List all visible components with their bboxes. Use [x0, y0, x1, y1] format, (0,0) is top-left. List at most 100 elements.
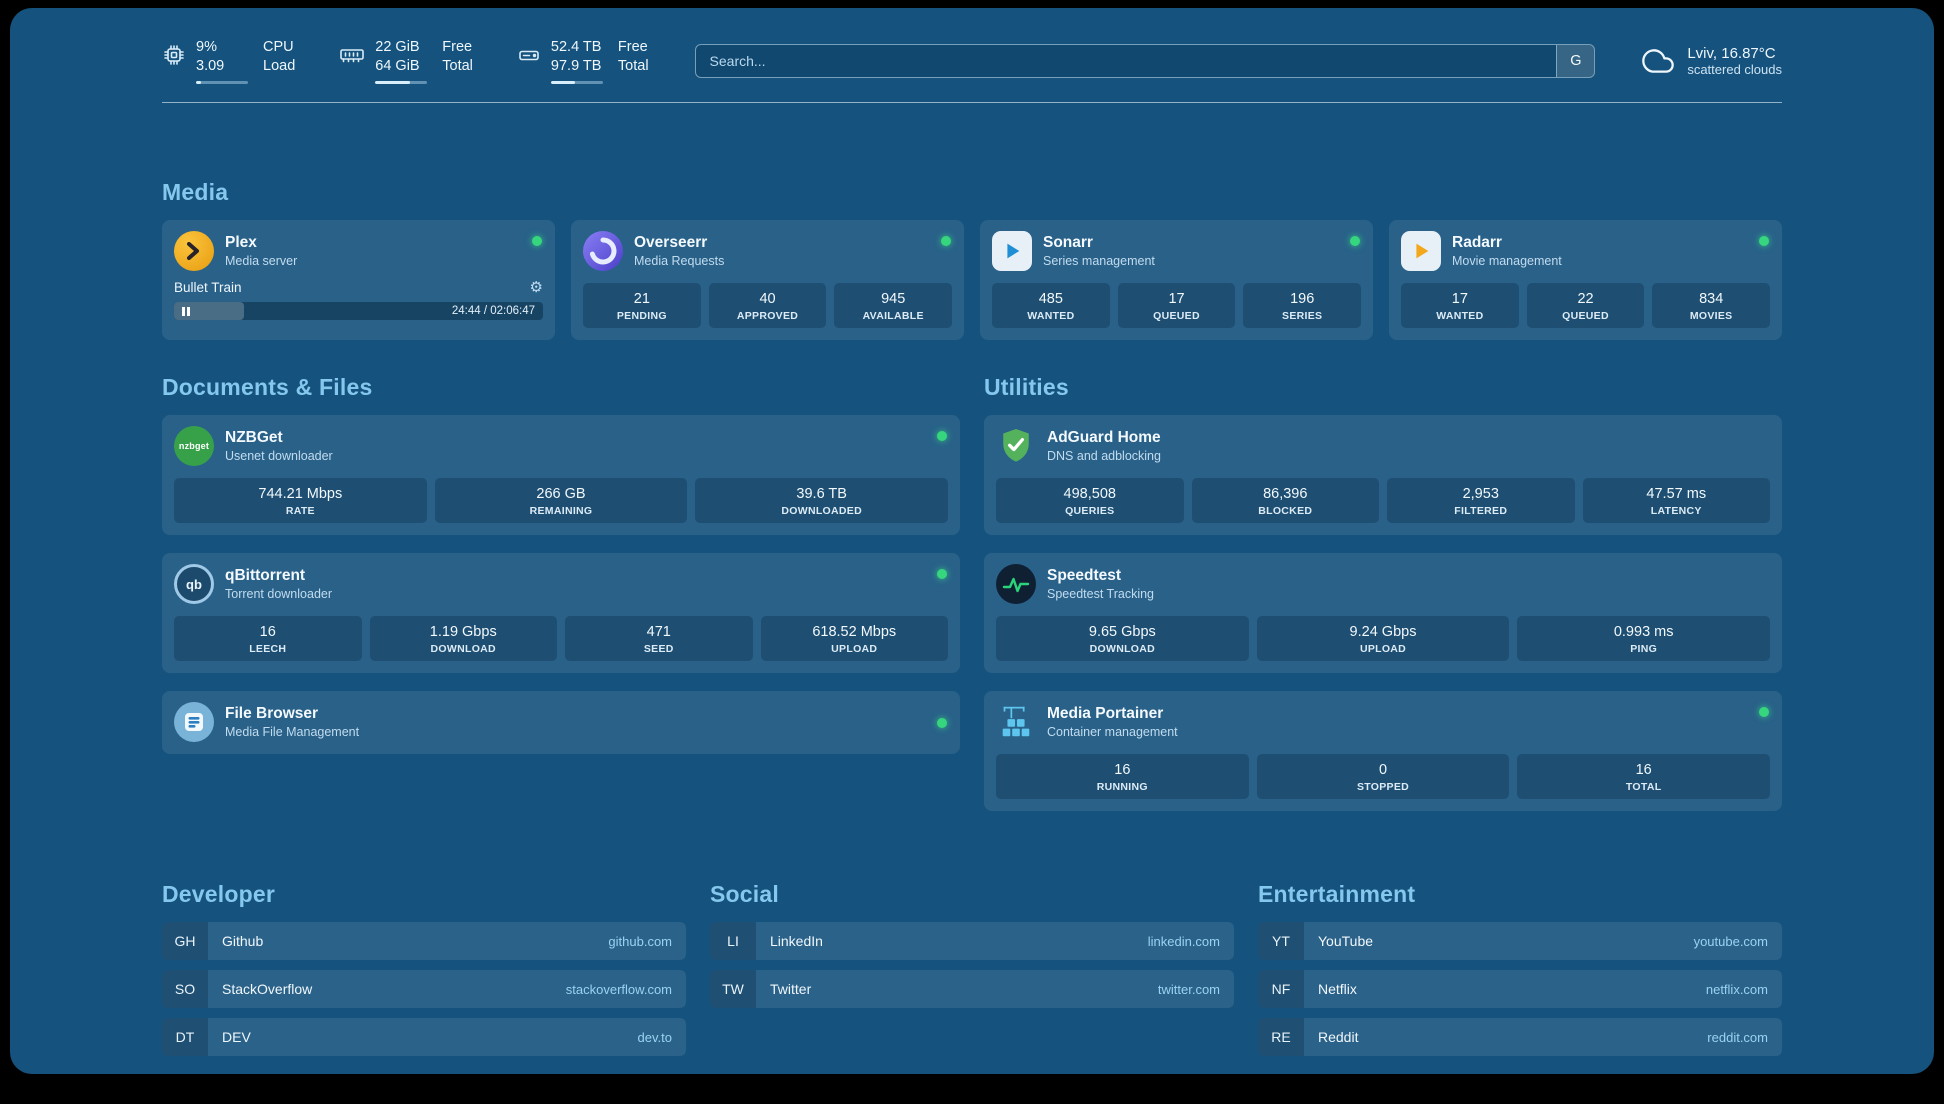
stat-available: 945 AVAILABLE [834, 283, 953, 328]
qbittorrent-icon: qb [174, 564, 214, 604]
disk-total-value: 97.9 TB [550, 58, 602, 74]
system-widgets: 9% 3.09 CPU Load [162, 38, 649, 84]
status-dot [941, 236, 951, 246]
status-dot [1759, 707, 1769, 717]
stat-wanted: 17 WANTED [1401, 283, 1519, 328]
dashboard: 9% 3.09 CPU Load [10, 8, 1934, 1074]
speedtest-icon [996, 564, 1036, 604]
bookmark-youtube[interactable]: YT YouTube youtube.com [1258, 922, 1782, 960]
bookmark-stackoverflow[interactable]: SO StackOverflow stackoverflow.com [162, 970, 686, 1008]
memory-icon [340, 49, 365, 63]
cpu-label: CPU [263, 39, 294, 55]
weather-condition: scattered clouds [1687, 62, 1782, 77]
stat-download: 9.65 Gbps DOWNLOAD [996, 616, 1249, 661]
filebrowser-icon [174, 702, 214, 742]
stat-running: 16 RUNNING [996, 754, 1249, 799]
service-card-portainer: Media Portainer Container management 16 R… [984, 691, 1782, 811]
service-desc: Container management [1047, 725, 1178, 739]
playback-time: 24:44 / 02:06:47 [451, 305, 535, 317]
cpu-usage-value: 9% [196, 39, 217, 55]
service-link-plex[interactable]: Plex Media server [174, 231, 543, 271]
service-link-qbittorrent[interactable]: qb qBittorrent Torrent downloader [174, 564, 948, 604]
service-name: NZBGet [225, 429, 283, 446]
status-dot [1350, 236, 1360, 246]
portainer-icon [996, 702, 1036, 742]
service-name: Media Portainer [1047, 705, 1164, 722]
disk-free-label: Free [617, 39, 648, 55]
search-provider-button[interactable]: G [1556, 45, 1595, 77]
service-desc: Usenet downloader [225, 449, 333, 463]
stat-filtered: 2,953 FILTERED [1387, 478, 1575, 523]
service-desc: Media Requests [634, 254, 725, 268]
sonarr-icon [992, 231, 1032, 271]
adguard-icon [996, 426, 1036, 466]
stat-latency: 47.57 ms LATENCY [1582, 478, 1770, 523]
service-name: Overseerr [634, 234, 708, 251]
stat-leech: 16 LEECH [174, 616, 362, 661]
cloud-icon [1642, 49, 1675, 73]
service-link-speedtest[interactable]: Speedtest Speedtest Tracking [996, 564, 1770, 604]
radarr-icon [1401, 231, 1441, 271]
service-desc: Media server [225, 254, 298, 268]
stat-total: 16 TOTAL [1517, 754, 1771, 799]
stat-upload: 9.24 Gbps UPLOAD [1256, 616, 1510, 661]
service-name: qBittorrent [225, 567, 306, 584]
service-card-sonarr: Sonarr Series management 485 WANTED 17 QUE… [980, 220, 1373, 340]
stat-approved: 40 APPROVED [708, 283, 827, 328]
stat-seed: 471 SEED [565, 616, 753, 661]
bookmark-netflix[interactable]: NF Netflix netflix.com [1258, 970, 1782, 1008]
gear-icon[interactable]: ⚙ [529, 279, 543, 296]
status-dot [937, 717, 947, 728]
stat-queries: 498,508 QUERIES [996, 478, 1184, 523]
now-playing-title: Bullet Train [174, 280, 242, 295]
service-link-sonarr[interactable]: Sonarr Series management [992, 231, 1361, 271]
stat-pending: 21 PENDING [583, 283, 701, 328]
bookmarks-entertainment: Entertainment YT YouTube youtube.com NF … [1258, 881, 1782, 1056]
search-bar: G [694, 44, 1596, 78]
bookmarks-social: Social LI LinkedIn linkedin.com TW Twitt… [710, 881, 1234, 1056]
bookmark-reddit[interactable]: RE Reddit reddit.com [1258, 1018, 1782, 1056]
service-name: Radarr [1452, 234, 1502, 251]
bookmark-twitter[interactable]: TW Twitter twitter.com [710, 970, 1234, 1008]
overseerr-icon [583, 231, 623, 271]
service-name: File Browser [225, 705, 319, 722]
service-link-overseerr[interactable]: Overseerr Media Requests [583, 231, 952, 271]
cpu-load-value: 3.09 [196, 58, 225, 74]
developer-title: Developer [162, 881, 276, 907]
stat-movies: 834 MOVIES [1652, 283, 1771, 328]
pause-icon[interactable] [182, 306, 190, 316]
service-card-radarr: Radarr Movie management 17 WANTED 22 QUEUE… [1389, 220, 1782, 340]
bookmark-linkedin[interactable]: LI LinkedIn linkedin.com [710, 922, 1234, 960]
cpu-progress-bar [196, 81, 248, 84]
disk-widget: 52.4 TB 97.9 TB Free Total [517, 38, 649, 84]
cpu-widget: 9% 3.09 CPU Load [162, 38, 295, 84]
stat-remaining: 266 GB REMAINING [434, 478, 688, 523]
service-desc: Media File Management [225, 725, 360, 739]
stat-series: 196 SERIES [1243, 283, 1362, 328]
service-card-filebrowser: File Browser Media File Management [162, 691, 960, 754]
service-link-radarr[interactable]: Radarr Movie management [1401, 231, 1770, 271]
service-card-adguard: AdGuard Home DNS and adblocking 498,508 Q… [984, 415, 1782, 535]
search-input[interactable] [695, 45, 1557, 77]
bookmark-dev[interactable]: DT DEV dev.to [162, 1018, 686, 1056]
stat-rate: 744.21 Mbps RATE [174, 478, 427, 523]
media-title: Media [162, 179, 229, 205]
service-link-filebrowser[interactable]: File Browser Media File Management [174, 702, 948, 742]
memory-free-label: Free [442, 39, 473, 55]
memory-widget: 22 GiB 64 GiB Free Total [339, 38, 473, 84]
bookmark-github[interactable]: GH Github github.com [162, 922, 686, 960]
status-dot [937, 431, 947, 441]
cpu-load-label: Load [263, 58, 296, 74]
service-link-nzbget[interactable]: nzbget NZBGet Usenet downloader [174, 426, 948, 466]
service-link-adguard[interactable]: AdGuard Home DNS and adblocking [996, 426, 1770, 466]
service-desc: Torrent downloader [225, 587, 333, 601]
status-dot [532, 236, 542, 246]
service-link-portainer[interactable]: Media Portainer Container management [996, 702, 1770, 742]
stat-queued: 22 QUEUED [1526, 283, 1645, 328]
service-desc: DNS and adblocking [1047, 449, 1161, 463]
entertainment-title: Entertainment [1258, 881, 1416, 907]
weather-location-temp: Lviv, 16.87°C [1687, 45, 1776, 62]
service-name: Speedtest [1047, 567, 1122, 584]
stat-download: 1.19 Gbps DOWNLOAD [369, 616, 557, 661]
stat-ping: 0.993 ms PING [1517, 616, 1771, 661]
